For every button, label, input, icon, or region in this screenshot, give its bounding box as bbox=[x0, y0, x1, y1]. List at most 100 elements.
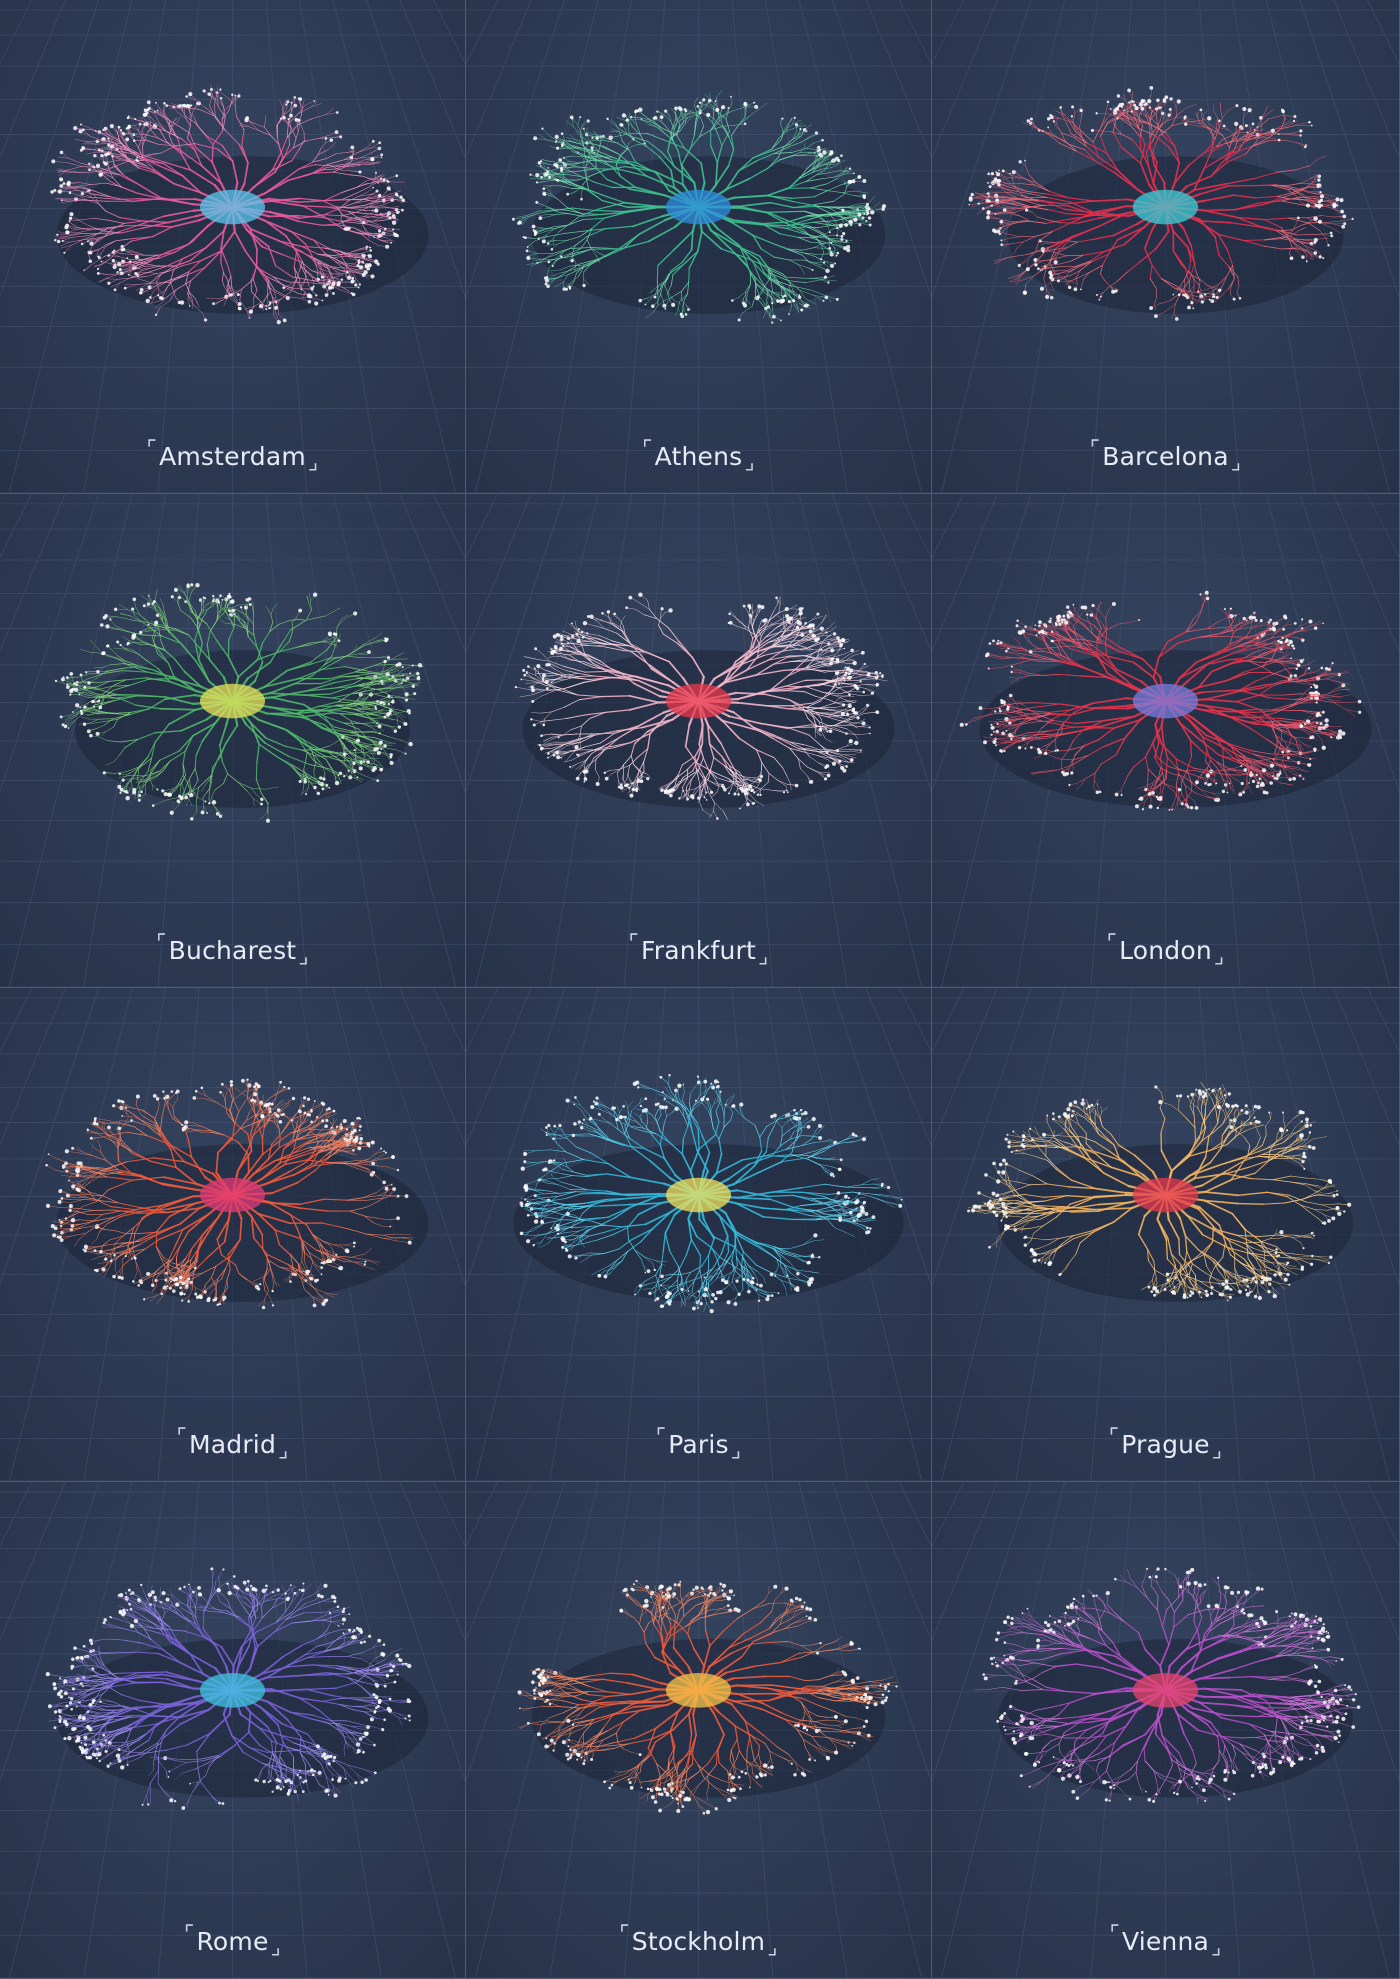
city-name: London bbox=[1119, 936, 1212, 965]
city-name: Madrid bbox=[189, 1430, 276, 1459]
city-panel-amsterdam: ⌜Amsterdam⌟ bbox=[0, 0, 466, 494]
network-graphic bbox=[466, 0, 931, 493]
network-graphic bbox=[466, 494, 931, 987]
city-name: Rome bbox=[196, 1927, 268, 1956]
city-name: Bucharest bbox=[169, 936, 297, 965]
city-name: Athens bbox=[655, 442, 743, 471]
network-center-glow bbox=[1132, 1177, 1199, 1213]
branch-network bbox=[50, 84, 408, 325]
city-panel-rome: ⌜Rome⌟ bbox=[0, 1482, 466, 1979]
network-graphic bbox=[932, 988, 1399, 1481]
city-panel-paris: ⌜Paris⌟ bbox=[466, 988, 932, 1482]
city-label: ⌜Vienna⌟ bbox=[932, 1922, 1399, 1960]
branch-network bbox=[959, 590, 1362, 811]
corner-bracket-left: ⌜ bbox=[642, 437, 653, 462]
city-name: Paris bbox=[668, 1430, 729, 1459]
network-graphic bbox=[0, 494, 465, 987]
corner-bracket-left: ⌜ bbox=[1107, 931, 1118, 956]
corner-bracket-right: ⌟ bbox=[1212, 1438, 1223, 1463]
network-center-glow bbox=[665, 1177, 732, 1213]
branch-network bbox=[514, 592, 888, 821]
corner-bracket-right: ⌟ bbox=[271, 1935, 282, 1960]
city-panel-frankfurt: ⌜Frankfurt⌟ bbox=[466, 494, 932, 988]
city-panel-athens: ⌜Athens⌟ bbox=[466, 0, 932, 494]
network-shadow bbox=[979, 650, 1372, 808]
network-graphic bbox=[932, 1482, 1399, 1978]
corner-bracket-right: ⌟ bbox=[298, 944, 309, 969]
branch-network bbox=[45, 1078, 414, 1310]
city-name: Stockholm bbox=[632, 1927, 765, 1956]
city-panel-london: ⌜London⌟ bbox=[932, 494, 1400, 988]
corner-bracket-left: ⌜ bbox=[619, 1922, 630, 1947]
corner-bracket-right: ⌟ bbox=[278, 1438, 289, 1463]
city-label: ⌜Stockholm⌟ bbox=[466, 1922, 931, 1960]
corner-bracket-right: ⌟ bbox=[758, 944, 769, 969]
city-name: Amsterdam bbox=[159, 442, 306, 471]
network-center-glow bbox=[1132, 1672, 1199, 1708]
corner-bracket-left: ⌜ bbox=[1090, 437, 1101, 462]
network-center-glow bbox=[199, 683, 266, 719]
city-label: ⌜Rome⌟ bbox=[0, 1922, 465, 1960]
network-graphic bbox=[466, 988, 931, 1481]
corner-bracket-left: ⌜ bbox=[628, 931, 639, 956]
corner-bracket-left: ⌜ bbox=[184, 1922, 195, 1947]
corner-bracket-right: ⌟ bbox=[767, 1935, 778, 1960]
network-graphic bbox=[932, 0, 1399, 493]
network-center-glow bbox=[199, 1177, 266, 1213]
city-label: ⌜Athens⌟ bbox=[466, 437, 931, 475]
network-graphic bbox=[932, 494, 1399, 987]
city-label: ⌜Amsterdam⌟ bbox=[0, 437, 465, 475]
network-graphic bbox=[0, 1482, 465, 1978]
network-graphic bbox=[0, 988, 465, 1481]
corner-bracket-left: ⌜ bbox=[156, 931, 167, 956]
network-graphic bbox=[0, 0, 465, 493]
network-shadow bbox=[1007, 156, 1344, 314]
city-label: ⌜Madrid⌟ bbox=[0, 1425, 465, 1463]
network-shadow bbox=[56, 1144, 429, 1302]
city-name: Prague bbox=[1121, 1430, 1210, 1459]
network-center-glow bbox=[199, 1672, 266, 1708]
branch-network bbox=[54, 583, 423, 823]
branch-network bbox=[511, 90, 887, 324]
corner-bracket-left: ⌜ bbox=[1109, 1425, 1120, 1450]
city-panel-prague: ⌜Prague⌟ bbox=[932, 988, 1400, 1482]
city-panel-barcelona: ⌜Barcelona⌟ bbox=[932, 0, 1400, 494]
city-panel-stockholm: ⌜Stockholm⌟ bbox=[466, 1482, 932, 1979]
network-center-glow bbox=[665, 683, 732, 719]
network-center-glow bbox=[1132, 189, 1199, 225]
network-center-glow bbox=[1132, 683, 1199, 719]
city-label: ⌜Prague⌟ bbox=[932, 1425, 1399, 1463]
city-name: Barcelona bbox=[1102, 442, 1229, 471]
city-label: ⌜Bucharest⌟ bbox=[0, 931, 465, 969]
network-center-glow bbox=[199, 189, 266, 225]
city-label: ⌜Barcelona⌟ bbox=[932, 437, 1399, 475]
corner-bracket-right: ⌟ bbox=[744, 450, 755, 475]
corner-bracket-right: ⌟ bbox=[731, 1438, 742, 1463]
corner-bracket-right: ⌟ bbox=[308, 450, 319, 475]
branch-network bbox=[974, 1567, 1361, 1804]
city-panel-bucharest: ⌜Bucharest⌟ bbox=[0, 494, 466, 988]
network-graphic bbox=[466, 1482, 931, 1978]
corner-bracket-left: ⌜ bbox=[656, 1425, 667, 1450]
branch-network bbox=[967, 1081, 1352, 1302]
branch-network bbox=[968, 86, 1354, 321]
corner-bracket-left: ⌜ bbox=[176, 1425, 187, 1450]
city-name: Frankfurt bbox=[641, 936, 756, 965]
city-panel-madrid: ⌜Madrid⌟ bbox=[0, 988, 466, 1482]
city-label: ⌜London⌟ bbox=[932, 931, 1399, 969]
city-label: ⌜Paris⌟ bbox=[466, 1425, 931, 1463]
corner-bracket-right: ⌟ bbox=[1214, 944, 1225, 969]
network-center-glow bbox=[665, 189, 732, 225]
city-panel-vienna: ⌜Vienna⌟ bbox=[932, 1482, 1400, 1979]
corner-bracket-right: ⌟ bbox=[1231, 450, 1242, 475]
corner-bracket-right: ⌟ bbox=[1211, 1935, 1222, 1960]
corner-bracket-left: ⌜ bbox=[147, 437, 158, 462]
network-center-glow bbox=[665, 1672, 732, 1708]
branch-network bbox=[518, 1074, 903, 1314]
branch-network bbox=[45, 1567, 412, 1810]
corner-bracket-left: ⌜ bbox=[1109, 1922, 1120, 1947]
city-name: Vienna bbox=[1122, 1927, 1209, 1956]
branch-network bbox=[517, 1579, 898, 1815]
network-shadow bbox=[531, 156, 886, 314]
